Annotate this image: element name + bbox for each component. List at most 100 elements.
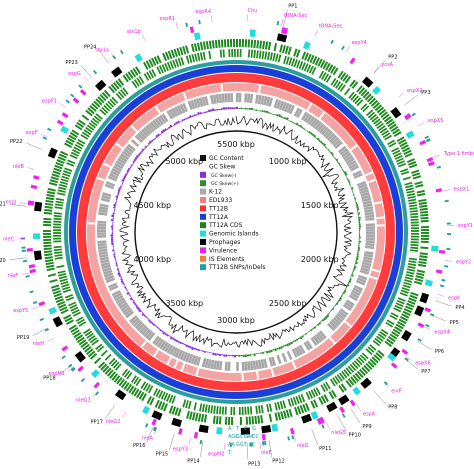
gc-skew-bar [166, 334, 170, 337]
gc-skew-bar [310, 328, 313, 332]
cds-reverse [239, 49, 242, 58]
gc-skew-bar [284, 344, 287, 347]
k12-segment [138, 130, 147, 140]
gc-skew-bar [352, 270, 354, 273]
k12-segment [236, 361, 239, 371]
callout-leader [9, 204, 27, 207]
gc-skew-bar [343, 171, 347, 175]
gc-skew-bar [168, 335, 171, 337]
legend-swatch [200, 180, 206, 187]
gc-skew-bar [117, 270, 120, 273]
gc-skew-bar [263, 351, 266, 353]
feature-label: espX6 [415, 361, 430, 367]
cds-forward [313, 399, 319, 408]
cds-reverse [385, 321, 394, 328]
k12-segment [107, 282, 118, 289]
k12-segment [263, 96, 268, 106]
cds-forward [50, 176, 59, 181]
gc-skew-bar [113, 255, 116, 258]
gc-skew-bar [324, 315, 328, 320]
cds-reverse [258, 50, 262, 59]
k12-segment [98, 206, 109, 211]
gc-skew-bar [240, 107, 243, 110]
k12-segment [98, 253, 109, 259]
gc-skew-bar [238, 354, 241, 357]
callout-leader [281, 19, 284, 27]
prophage-mark [198, 424, 209, 434]
feature-label: tRNA-Sec [319, 24, 343, 30]
k12-segment [348, 162, 358, 170]
callout-leader [211, 15, 213, 23]
prophage-mark [419, 292, 430, 304]
legend-swatch [200, 247, 206, 254]
k12-segment [182, 351, 189, 362]
cds-forward [264, 41, 269, 50]
gc-skew-bar [222, 107, 226, 110]
cds-forward [212, 415, 216, 424]
cds-reverse [410, 232, 419, 235]
feature-label: PP18 [43, 376, 55, 382]
cds-reverse [182, 399, 187, 408]
snp-mark [444, 199, 449, 203]
edl933-gap [373, 201, 383, 205]
cds-forward [49, 182, 58, 186]
feature-label: stx1a [95, 48, 109, 54]
feature-label: nleA [142, 436, 154, 442]
feature-label: espX1 [454, 186, 469, 192]
cds-forward [167, 50, 173, 59]
k12-segment [276, 354, 282, 365]
cds-forward [76, 121, 85, 129]
k12-segment [114, 294, 124, 302]
k12-segment [303, 341, 311, 351]
gc-skew-bar [356, 253, 359, 256]
gc-skew-bar [173, 338, 177, 342]
cds-reverse [228, 49, 231, 58]
prophage-mark [114, 389, 127, 401]
cds-forward [232, 39, 236, 48]
snp-label: T [243, 442, 248, 448]
k12-segment [187, 100, 194, 111]
cds-forward [254, 415, 258, 425]
k12-segment [288, 105, 295, 115]
gc-skew-bar [169, 124, 173, 128]
cds-reverse [409, 249, 419, 252]
gc-skew-bar [112, 212, 115, 215]
cds-reverse [146, 71, 152, 80]
cds-forward [420, 225, 429, 229]
feature-label: PP2 [388, 55, 397, 61]
gc-skew-bar [231, 354, 234, 357]
k12-segment [117, 299, 127, 307]
k12-segment [107, 175, 118, 182]
gc-skew-bar [113, 203, 117, 207]
scale-label: 5500 kbp [217, 140, 255, 149]
cds-reverse [180, 57, 185, 66]
cds-forward [378, 108, 386, 116]
gc-skew-bar [280, 346, 283, 349]
gc-skew-bar [353, 265, 357, 269]
callout-leader [188, 437, 191, 445]
cds-forward [87, 107, 95, 115]
cds-reverse [58, 275, 67, 280]
cds-forward [257, 415, 261, 424]
edl933-gap [154, 105, 161, 114]
cds-forward [387, 121, 396, 128]
gc-skew-bar [357, 212, 361, 215]
gc-skew-bar [257, 352, 260, 354]
k12-segment [154, 337, 162, 347]
k12-segment [103, 272, 114, 278]
gc-skew-bar [334, 157, 337, 160]
k12-segment [120, 152, 130, 161]
legend-swatch [200, 155, 206, 161]
feature-label: espG [68, 71, 81, 77]
k12-segment [115, 297, 125, 305]
cds-reverse [410, 227, 419, 230]
gc-skew-bar [112, 223, 114, 226]
cds-reverse [393, 307, 402, 313]
feature-label: nleG [297, 443, 309, 449]
cds-forward [52, 170, 61, 175]
cds-forward [288, 408, 293, 418]
cds-forward [69, 132, 78, 138]
cds-reverse [247, 406, 250, 415]
legend-swatch [200, 239, 206, 245]
